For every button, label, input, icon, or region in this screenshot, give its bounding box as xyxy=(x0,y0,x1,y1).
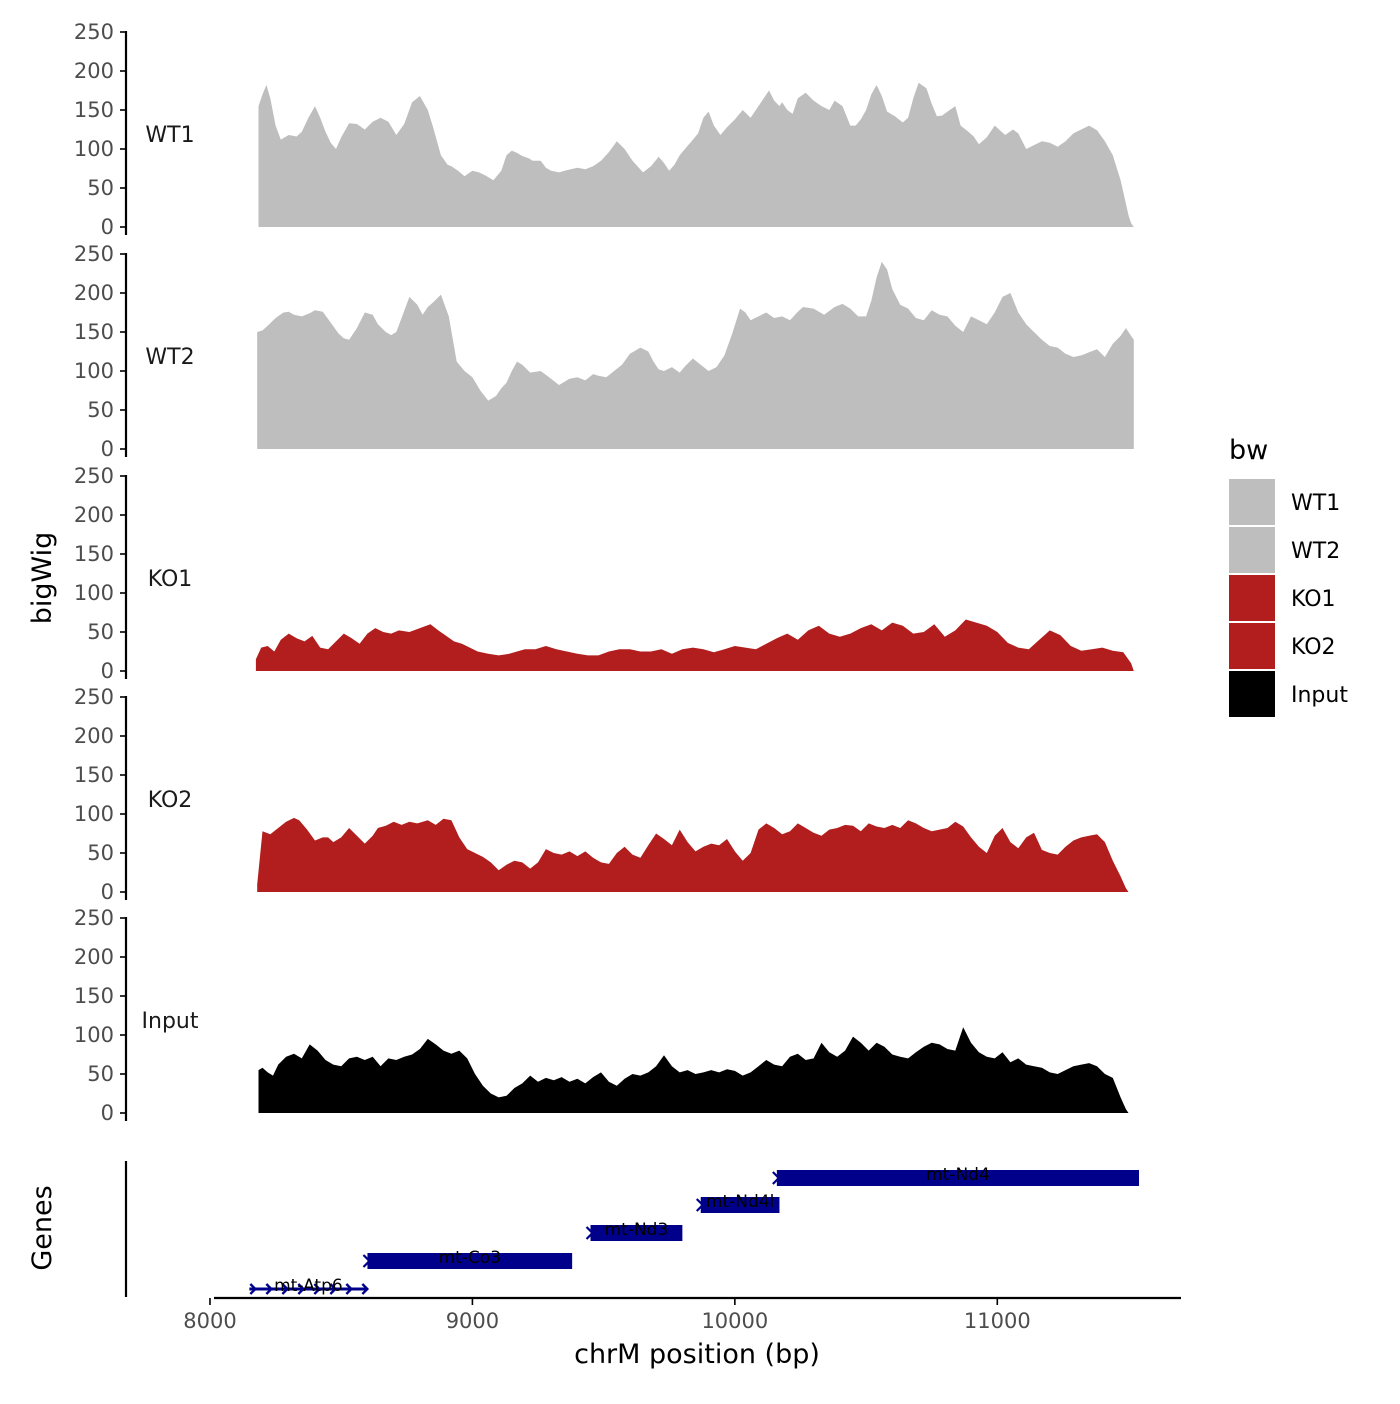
gene-body xyxy=(700,1197,780,1213)
strand-arrow xyxy=(695,1198,705,1212)
strand-arrow xyxy=(297,1283,306,1295)
gene-mt-nd4l: mt-Nd4l xyxy=(695,1192,780,1213)
gene-label: mt-Atp6 xyxy=(274,1276,343,1296)
strand-arrow xyxy=(361,1283,370,1295)
panel-label: KO2 xyxy=(148,788,193,813)
strand-arrow xyxy=(345,1283,354,1295)
y-tick-label: 50 xyxy=(87,176,114,200)
legend-label: WT2 xyxy=(1291,539,1340,564)
y-tick-label: 200 xyxy=(74,945,114,969)
panel-ko2: 0 50 100 150 200 250 KO2 xyxy=(74,685,1134,904)
panel-input: 0 50 100 150 200 250 Input xyxy=(74,906,1134,1125)
x-tick-label: 9000 xyxy=(446,1309,499,1333)
y-tick-label: 0 xyxy=(101,659,114,683)
x-axis: 8000 9000 10000 11000 xyxy=(183,1296,1181,1333)
x-axis-title: chrM position (bp) xyxy=(574,1339,820,1370)
legend: bw WT1 WT2 KO1 KO2 Input xyxy=(1229,435,1348,717)
legend-key-input xyxy=(1229,671,1275,717)
y-tick-label: 100 xyxy=(74,1023,114,1047)
gene-label: mt-Nd4 xyxy=(926,1165,990,1185)
strand-arrow xyxy=(329,1283,338,1295)
y-tick-label: 200 xyxy=(74,281,114,305)
panel-wt1: 0 50 100 150 200 250 WT1 xyxy=(74,20,1134,239)
area-ko2 xyxy=(257,817,1134,892)
gene-body xyxy=(776,1170,1140,1186)
y-tick-label: 250 xyxy=(74,685,114,709)
y-axis-title: bigWig xyxy=(27,532,58,625)
panel-label: WT1 xyxy=(145,123,194,148)
y-tick-label: 150 xyxy=(74,763,114,787)
legend-key-wt1 xyxy=(1229,479,1275,525)
panel-wt2: 0 50 100 150 200 250 WT2 xyxy=(74,242,1134,461)
legend-label: WT1 xyxy=(1291,491,1340,516)
y-tick-label: 250 xyxy=(74,464,114,488)
x-tick-label: 8000 xyxy=(183,1309,236,1333)
legend-title: bw xyxy=(1229,435,1268,466)
x-tick-label: 11000 xyxy=(964,1309,1031,1333)
genes-layer: mt-Atp6 mt-Co3 mt-Nd3 mt-Nd4l mt-Nd4 xyxy=(124,1161,1140,1297)
x-tick-label: 10000 xyxy=(701,1309,768,1333)
gene-mt-atp6: mt-Atp6 xyxy=(249,1276,370,1296)
y-tick-label: 200 xyxy=(74,724,114,748)
gene-label: mt-Nd3 xyxy=(605,1220,669,1240)
strand-arrow xyxy=(772,1171,781,1185)
y-tick-label: 150 xyxy=(74,984,114,1008)
y-tick-label: 0 xyxy=(101,1101,114,1125)
gene-mt-nd3: mt-Nd3 xyxy=(585,1220,683,1241)
y-tick-label: 250 xyxy=(74,20,114,44)
gene-label: mt-Co3 xyxy=(439,1248,501,1268)
area-input xyxy=(258,1027,1134,1113)
gene-label: mt-Nd4l xyxy=(706,1192,774,1212)
y-tick-label: 150 xyxy=(74,320,114,344)
y-tick-label: 50 xyxy=(87,398,114,422)
y-tick-label: 100 xyxy=(74,137,114,161)
y-tick-label: 0 xyxy=(101,215,114,239)
y-tick-label: 100 xyxy=(74,359,114,383)
tracks-layer: 0 50 100 150 200 250 WT1 0 50 100 150 200 250 WT2 0 50 1… xyxy=(74,20,1134,1125)
area-wt2 xyxy=(257,261,1134,449)
y-tick-label: 250 xyxy=(74,906,114,930)
panel-label: Input xyxy=(142,1009,199,1034)
y-tick-label: 0 xyxy=(101,437,114,461)
legend-label: Input xyxy=(1291,683,1348,708)
area-wt1 xyxy=(258,82,1134,227)
area-ko1 xyxy=(255,619,1134,671)
strand-arrow xyxy=(585,1226,595,1240)
gene-body xyxy=(367,1253,573,1269)
y-tick-label: 0 xyxy=(101,880,114,904)
panel-label: KO1 xyxy=(148,567,193,592)
legend-key-ko1 xyxy=(1229,575,1275,621)
y-tick-label: 50 xyxy=(87,620,114,644)
legend-key-ko2 xyxy=(1229,623,1275,669)
y-tick-label: 250 xyxy=(74,242,114,266)
strand-arrow xyxy=(281,1283,290,1295)
strand-arrow xyxy=(265,1283,274,1295)
gene-mt-co3: mt-Co3 xyxy=(362,1248,573,1269)
y-tick-label: 100 xyxy=(74,581,114,605)
legend-label: KO1 xyxy=(1291,587,1336,612)
y-tick-label: 150 xyxy=(74,98,114,122)
gene-track-title: Genes xyxy=(27,1185,58,1270)
strand-arrow xyxy=(313,1283,322,1295)
y-tick-label: 200 xyxy=(74,503,114,527)
y-tick-label: 200 xyxy=(74,59,114,83)
y-tick-label: 50 xyxy=(87,1062,114,1086)
legend-label: KO2 xyxy=(1291,635,1336,660)
strand-arrow xyxy=(249,1283,258,1295)
y-tick-label: 150 xyxy=(74,542,114,566)
gene-body xyxy=(590,1225,683,1241)
legend-key-wt2 xyxy=(1229,527,1275,573)
y-tick-label: 100 xyxy=(74,802,114,826)
strand-arrow xyxy=(362,1254,371,1268)
panel-label: WT2 xyxy=(145,345,194,370)
y-tick-label: 50 xyxy=(87,841,114,865)
panel-ko1: 0 50 100 150 200 250 KO1 xyxy=(74,464,1134,683)
gene-mt-nd4: mt-Nd4 xyxy=(772,1165,1140,1186)
